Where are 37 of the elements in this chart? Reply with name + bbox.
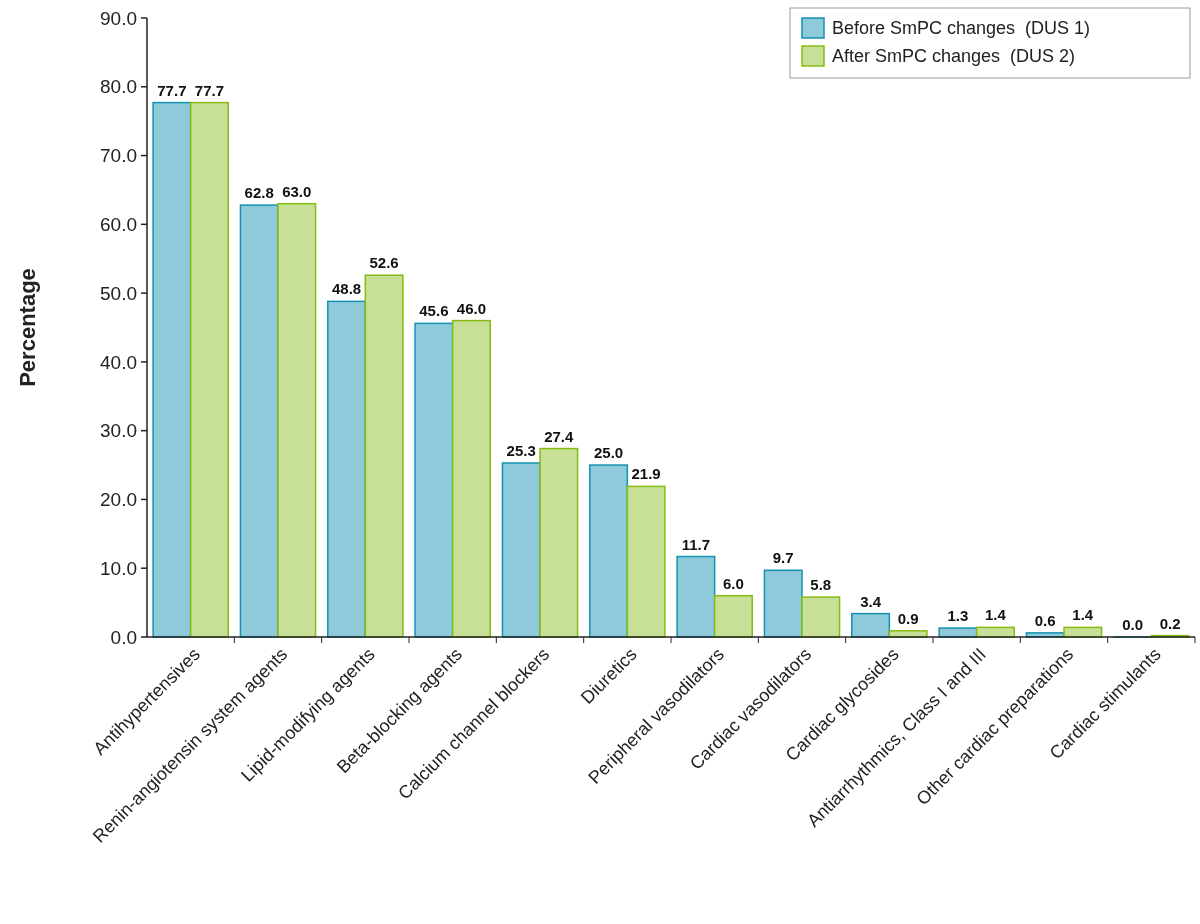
- data-label: 25.3: [506, 441, 536, 459]
- data-label: 62.8: [244, 184, 274, 202]
- data-label: 0.2: [1159, 614, 1181, 632]
- y-tick-label: 50.0: [100, 282, 137, 304]
- data-label: 52.6: [369, 254, 399, 272]
- data-label: 6.0: [723, 574, 744, 592]
- data-label: 1.4: [1072, 606, 1094, 624]
- legend-label: Before SmPC changes (DUS 1): [832, 18, 1091, 38]
- data-label: 3.4: [860, 592, 882, 610]
- data-label: 0.0: [1122, 616, 1143, 633]
- legend-label: After SmPC changes (DUS 2): [832, 46, 1076, 66]
- y-tick-label: 30.0: [100, 420, 137, 442]
- data-label: 1.4: [985, 606, 1007, 624]
- y-tick-label: 80.0: [100, 76, 137, 98]
- data-label: 77.7: [194, 81, 225, 99]
- y-tick-label: 40.0: [100, 351, 137, 373]
- data-label: 9.7: [772, 549, 794, 567]
- data-label: 63.0: [282, 182, 312, 200]
- data-label: 25.0: [593, 444, 624, 462]
- data-label: 46.0: [456, 299, 487, 317]
- data-label: 21.9: [631, 465, 661, 483]
- data-label: 27.4: [544, 427, 575, 445]
- data-label: 48.8: [331, 280, 362, 298]
- data-label: 77.7: [157, 81, 187, 99]
- y-tick-label: 60.0: [100, 213, 137, 235]
- y-tick-label: 10.0: [100, 557, 137, 579]
- data-label: 5.8: [810, 576, 832, 594]
- y-tick-label: 90.0: [100, 7, 137, 29]
- y-tick-label: 20.0: [100, 489, 137, 511]
- data-label: 11.7: [681, 535, 711, 553]
- data-label: 0.9: [897, 609, 919, 627]
- y-tick-label: 0.0: [110, 626, 137, 648]
- data-label: 1.3: [947, 607, 969, 625]
- data-label: 0.6: [1034, 611, 1056, 629]
- y-tick-label: 70.0: [100, 145, 137, 167]
- y-axis-title: Percentage: [15, 268, 40, 387]
- data-label: 45.6: [419, 302, 449, 320]
